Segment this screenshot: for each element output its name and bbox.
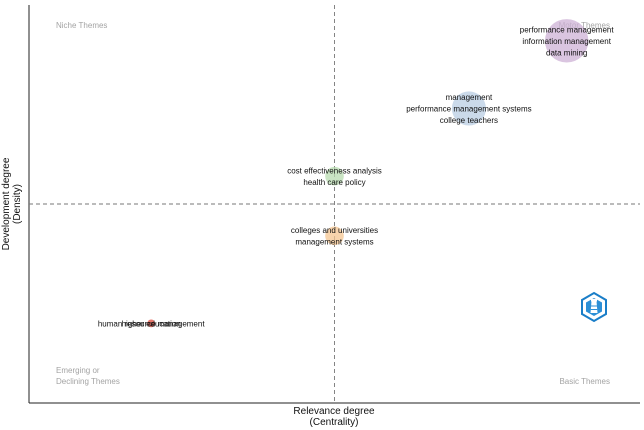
cluster-label: human resource management (98, 319, 206, 328)
cluster-label: management systems (295, 238, 373, 247)
quadrant-label-emerging-1: Emerging or (56, 366, 100, 375)
cluster-label: higher education (122, 319, 181, 328)
cluster-bubble (544, 19, 589, 63)
quadrant-label-motor: Motor Themes (559, 21, 610, 30)
cluster-label: colleges and universities (291, 226, 378, 235)
x-axis-subtitle: (Centrality) (310, 417, 359, 428)
x-axis-title: Relevance degree (293, 406, 375, 417)
cluster-labels: performance management information manage… (98, 25, 615, 328)
cluster-label: information management (522, 37, 611, 46)
cluster-bubble (451, 91, 486, 126)
cluster-label: performance management systems (406, 104, 531, 113)
cluster-label: data mining (546, 48, 587, 57)
quadrant-label-emerging-2: Declining Themes (56, 377, 120, 386)
cluster-bubble (325, 226, 344, 246)
lighthouse-logo-icon (581, 291, 607, 323)
cluster-bubble (147, 319, 156, 328)
quadrant-label-basic: Basic Themes (559, 377, 610, 386)
cluster-label: performance management (520, 25, 615, 34)
cluster-label: cost effectiveness analysis (287, 166, 382, 175)
cluster-bubbles (147, 19, 589, 328)
y-axis-subtitle: (Density) (12, 184, 23, 224)
cluster-label: health care policy (303, 178, 365, 187)
cluster-label: college teachers (440, 116, 498, 125)
y-axis-title: Development degree (1, 157, 12, 250)
cluster-label: management (446, 93, 493, 102)
cluster-bubble (325, 166, 344, 186)
quadrant-label-niche: Niche Themes (56, 21, 107, 30)
